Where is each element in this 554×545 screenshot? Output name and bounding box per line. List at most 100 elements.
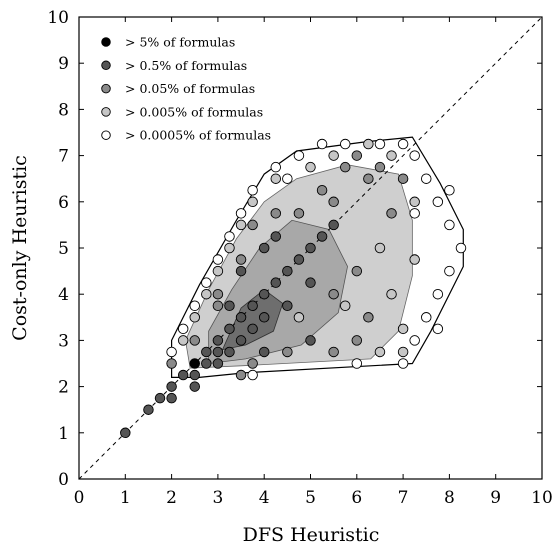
data-point [270,161,282,173]
data-point [282,173,293,184]
y-tick-label: 6 [58,193,69,213]
data-point [374,242,386,254]
x-axis-title: DFS Heuristic [243,524,380,545]
data-point [339,300,351,312]
x-tick-label: 4 [259,488,270,508]
x-tick-label: 9 [490,488,501,508]
data-point [224,300,235,312]
data-point [444,184,455,196]
data-point [212,335,224,346]
data-point [247,358,258,369]
y-tick-label: 1 [58,424,69,444]
data-point [293,208,305,219]
data-point [397,346,409,358]
data-point [421,173,432,184]
data-point [328,288,339,300]
data-point [328,150,339,161]
data-point [224,346,235,358]
data-point [212,288,224,300]
data-point [351,150,363,161]
data-point [328,346,339,358]
legend-label: > 0.05% of formulas [125,81,255,96]
data-point [339,138,351,150]
data-point [166,346,177,358]
data-point [305,161,316,173]
data-point [224,323,235,335]
data-point [421,312,432,323]
data-point [455,242,467,254]
data-point [328,196,339,208]
data-point [351,335,363,346]
axis-ticks: 0 1 2 3 4 5 6 7 8 9 10 0 1 2 3 4 5 6 7 8 9 10 [47,8,552,508]
data-point [409,150,420,161]
data-point [328,219,339,231]
data-point [397,138,409,150]
data-point [363,312,374,323]
data-point [166,358,177,369]
data-point [374,138,386,150]
data-point [282,265,293,277]
data-point [316,184,328,196]
data-point [363,173,374,184]
legend-marker [101,60,111,71]
data-point [305,242,316,254]
x-tick-label: 5 [305,488,316,508]
data-point [247,300,258,312]
data-point [247,323,258,335]
data-point [235,219,247,231]
data-point [154,392,166,404]
data-point [293,254,305,265]
data-point [339,161,351,173]
data-point [444,219,455,231]
data-point [258,346,270,358]
data-point [189,300,200,312]
legend-marker [101,37,111,47]
data-point [189,358,200,369]
legend-marker [101,83,111,94]
data-point [432,323,444,335]
data-point [282,346,293,358]
data-point [177,369,189,381]
legend-label: > 0.5% of formulas [125,58,247,73]
data-point [212,346,224,358]
x-tick-label: 8 [444,488,455,508]
data-point [212,300,224,312]
legend-label: > 5% of formulas [125,35,235,50]
data-point [120,427,131,439]
data-point [201,346,212,358]
x-tick-label: 3 [212,488,223,508]
data-point [293,150,305,161]
data-point [432,288,444,300]
data-point [316,231,328,242]
data-point [270,277,282,288]
data-point [270,231,282,242]
data-point [143,404,154,415]
data-point [189,312,200,323]
y-tick-label: 0 [58,470,69,490]
data-point [212,265,224,277]
data-point [235,265,247,277]
data-point [212,358,224,369]
data-point [386,150,397,161]
y-tick-label: 4 [58,285,69,305]
data-point [258,288,270,300]
legend-label: > 0.0005% of formulas [125,128,271,143]
data-point [235,208,247,219]
data-point [409,254,420,265]
x-tick-label: 2 [166,488,177,508]
y-tick-label: 10 [47,8,69,28]
data-point [201,288,212,300]
data-point [247,219,258,231]
data-point [351,358,363,369]
data-point [258,242,270,254]
data-point [386,288,397,300]
data-point [235,312,247,323]
x-tick-label: 10 [531,488,553,508]
data-point [247,196,258,208]
data-points [120,138,467,439]
data-point [189,381,200,392]
diagonal-reference-line [78,16,543,480]
data-point [166,392,177,404]
legend-marker [101,130,111,140]
